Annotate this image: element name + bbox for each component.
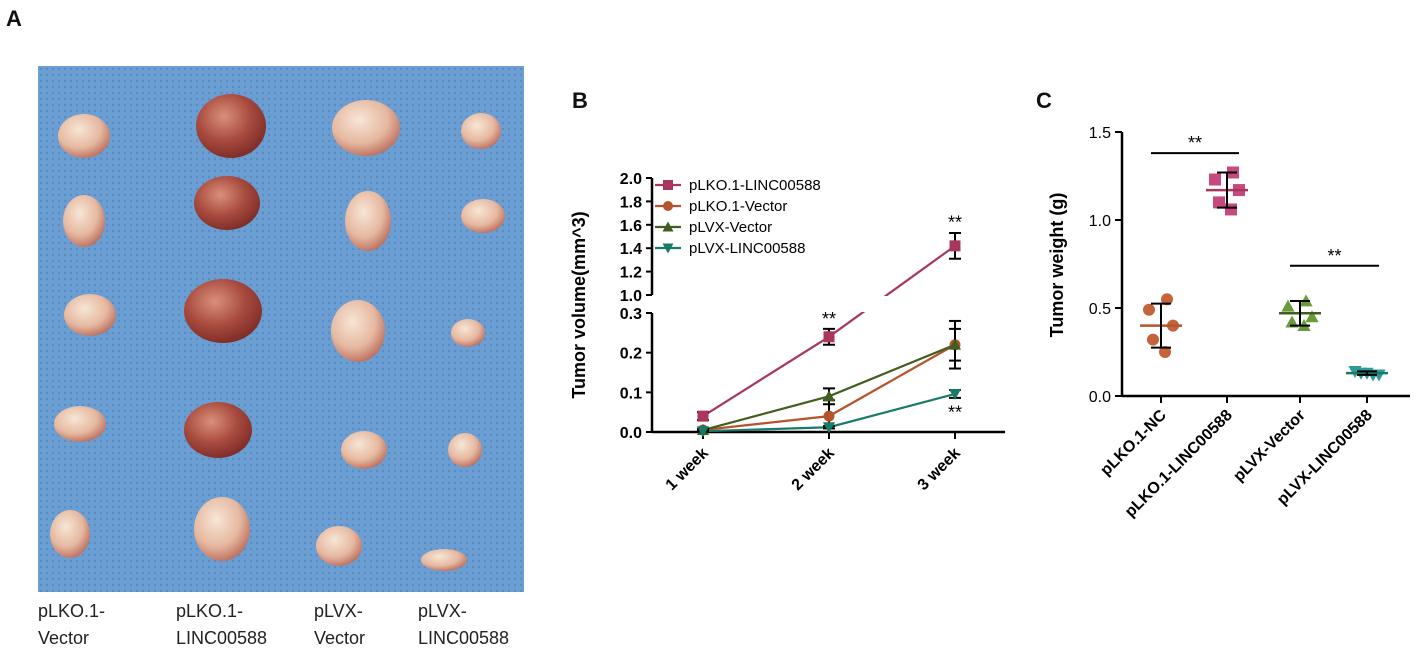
data-point-plvx-linc00588 <box>822 422 836 434</box>
y-axis-title: Tumor volume(mm^3) <box>569 211 589 398</box>
tumor-4 <box>461 113 501 149</box>
tumor-16 <box>448 433 482 467</box>
tumor-20 <box>421 549 467 571</box>
significance-annotation: ** <box>948 213 962 233</box>
tumor-5 <box>63 195 105 247</box>
y-tick-label: 1.0 <box>1089 213 1111 230</box>
data-point-plko-1-vector <box>823 410 835 422</box>
tumor-13 <box>54 406 106 442</box>
x-tick-label-2-week: 2 week <box>789 445 838 494</box>
data-point-plko-1-linc00588 <box>1209 173 1221 186</box>
tumor-15 <box>341 431 387 469</box>
axis-break-gap <box>655 296 1015 312</box>
data-point-plko-1-nc <box>1161 293 1173 306</box>
y-axis-title: Tumor weight (g) <box>1047 193 1067 338</box>
x-tick-label-1-week: 1 week <box>663 445 712 494</box>
data-point-plvx-vector <box>1285 315 1299 328</box>
legend-label-plvx-vector: pLVX-Vector <box>689 219 772 236</box>
tumor-10 <box>184 279 262 343</box>
legend-marker-plko-1-vector <box>663 201 673 211</box>
x-tick-label-plko-1-nc: pLKO.1-NC <box>1097 406 1170 479</box>
y-tick-label: 1.8 <box>620 194 642 211</box>
legend-marker-plvx-linc00588 <box>662 243 674 254</box>
tumor-17 <box>50 510 90 558</box>
y-tick-label: 1.5 <box>1089 125 1111 142</box>
y-tick-label: 0.3 <box>620 306 642 323</box>
tumor-18 <box>194 497 250 561</box>
tumor-11 <box>331 300 385 362</box>
significance-annotation: ** <box>1188 133 1202 153</box>
y-tick-label: 0.1 <box>620 385 642 402</box>
tumor-3 <box>332 100 400 156</box>
y-tick-label: 1.0 <box>620 288 642 305</box>
y-tick-label: 2.0 <box>620 171 642 188</box>
y-tick-label: 0.0 <box>1089 389 1111 406</box>
data-point-plko-1-nc <box>1143 303 1155 316</box>
photo-label-plko1-linc00588: pLKO.1- LINC00588 <box>176 601 268 648</box>
tumor-19 <box>316 526 362 566</box>
x-tick-label-3-week: 3 week <box>915 445 964 494</box>
significance-annotation: ** <box>822 309 836 329</box>
data-point-plko-1-linc00588 <box>823 331 835 343</box>
tumor-7 <box>345 191 391 251</box>
panel-letter-c: C <box>1036 88 1052 113</box>
tumor-weight-chart: 0.0 0.5 1.0 1.5 Tumor weight (g) pLKO.1-NCpLK… <box>1047 125 1410 521</box>
legend-label-plvx-linc00588: pLVX-LINC00588 <box>689 240 805 257</box>
photo-label-plko1-vector: pLKO.1- Vector <box>38 601 106 648</box>
panel-letter-a: A <box>6 6 22 31</box>
tumor-12 <box>451 319 485 347</box>
photo-label-plvx-vector: pLVX- Vector <box>314 601 366 648</box>
data-point-plvx-vector <box>948 338 962 350</box>
x-tick-label-plko-1-linc00588: pLKO.1-LINC00588 <box>1122 407 1236 521</box>
tumor-2 <box>196 94 266 158</box>
data-point-plvx-linc00588 <box>948 388 962 400</box>
tumor-1 <box>58 114 110 158</box>
data-point-plvx-linc00588 <box>696 426 710 438</box>
significance-annotation: ** <box>948 402 962 422</box>
tumor-6 <box>194 176 260 230</box>
legend-label-plko-1-vector: pLKO.1-Vector <box>689 198 787 215</box>
tumor-photograph <box>38 66 524 592</box>
data-point-plko-1-linc00588 <box>697 410 709 422</box>
tumor-14 <box>184 402 252 458</box>
y-tick-label: 0.2 <box>620 346 642 363</box>
panel-letter-b: B <box>572 88 588 113</box>
y-tick-label: 1.4 <box>620 241 642 258</box>
legend-marker-plvx-vector <box>662 221 674 232</box>
y-tick-label: 1.2 <box>620 265 642 282</box>
legend-label-plko-1-linc00588: pLKO.1-LINC00588 <box>689 177 821 194</box>
data-point-plko-1-linc00588 <box>949 240 961 252</box>
data-point-plko-1-linc00588 <box>1213 196 1225 209</box>
tumor-9 <box>64 294 116 336</box>
data-point-plko-1-nc <box>1147 333 1159 346</box>
y-tick-label: 0.5 <box>1089 301 1111 318</box>
data-point-plvx-vector <box>1305 310 1319 323</box>
data-point-plvx-vector <box>1281 299 1295 312</box>
tumor-volume-chart: 0.0 0.1 0.2 0.31.0 1.2 1.4 1.6 1.8 2.0 1 week 2 we… <box>569 171 1015 494</box>
y-tick-label: 1.6 <box>620 218 642 235</box>
y-tick-label: 0.0 <box>620 425 642 442</box>
photo-label-plvx-linc00588: pLVX- LINC00588 <box>418 601 510 648</box>
data-point-plko-1-nc <box>1159 346 1171 358</box>
significance-annotation: ** <box>1327 246 1341 266</box>
legend-marker-plko-1-linc00588 <box>663 180 673 190</box>
tumor-8 <box>461 199 505 233</box>
data-point-plvx-vector <box>822 390 836 402</box>
